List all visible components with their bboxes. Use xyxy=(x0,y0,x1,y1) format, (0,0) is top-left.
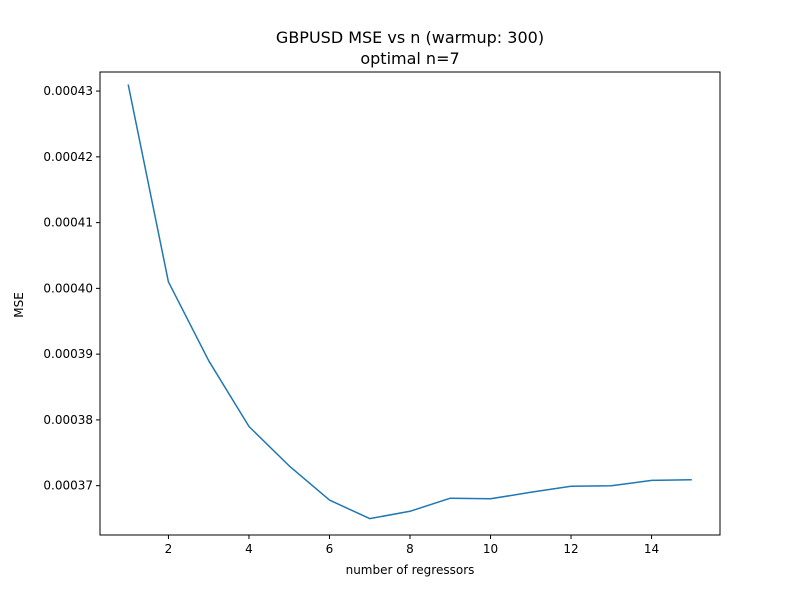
x-tick-label: 14 xyxy=(644,542,659,556)
y-tick-label: 0.00040 xyxy=(43,281,93,295)
y-tick-label: 0.00043 xyxy=(43,84,93,98)
y-tick-label: 0.00042 xyxy=(43,150,93,164)
x-tick-label: 8 xyxy=(406,542,414,556)
y-tick-label: 0.00038 xyxy=(43,413,93,427)
y-tick-label: 0.00041 xyxy=(43,216,93,230)
y-tick-label: 0.00037 xyxy=(43,479,93,493)
x-tick-label: 2 xyxy=(165,542,173,556)
chart-subtitle: optimal n=7 xyxy=(360,49,459,68)
plot-area: 2 4 6 8 10 12 14 0.00037 0.00038 0.00039 0.00040 0.… xyxy=(43,71,721,556)
x-tick-label: 12 xyxy=(563,542,578,556)
x-tick-label: 4 xyxy=(245,542,253,556)
x-tick-label: 6 xyxy=(326,542,334,556)
chart-title: GBPUSD MSE vs n (warmup: 300) xyxy=(276,28,544,47)
y-tick-label: 0.00039 xyxy=(43,347,93,361)
axes-frame xyxy=(99,71,721,536)
series-line-0 xyxy=(127,84,692,520)
x-tick-label: 10 xyxy=(483,542,498,556)
x-axis-label: number of regressors xyxy=(346,563,475,577)
y-axis-label: MSE xyxy=(12,292,26,318)
